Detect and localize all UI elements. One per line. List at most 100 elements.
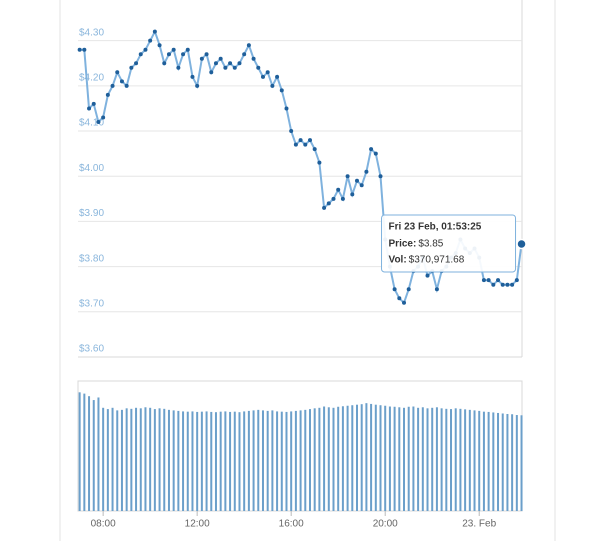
- price-point: [425, 273, 430, 278]
- price-point: [96, 120, 101, 125]
- price-point: [303, 142, 308, 147]
- volume-bar: [492, 412, 495, 511]
- volume-bar: [88, 396, 91, 511]
- volume-bar: [506, 413, 509, 511]
- volume-bar: [83, 393, 86, 511]
- volume-bar: [365, 403, 368, 511]
- price-point: [152, 29, 157, 34]
- price-point: [143, 47, 148, 52]
- price-point: [162, 61, 167, 66]
- price-point: [134, 61, 139, 66]
- volume-bar: [482, 411, 485, 511]
- volume-bar: [144, 407, 147, 511]
- volume-bar: [210, 411, 213, 511]
- volume-bar: [388, 406, 391, 511]
- volume-bar: [393, 406, 396, 511]
- volume-bar: [445, 408, 448, 511]
- price-point: [298, 138, 303, 143]
- volume-bar: [158, 408, 161, 511]
- price-point: [199, 56, 204, 61]
- volume-bar: [116, 410, 119, 511]
- price-point: [514, 278, 519, 283]
- price-point: [510, 282, 515, 287]
- volume-bar: [200, 411, 203, 511]
- volume-bar: [167, 409, 170, 511]
- volume-bar: [431, 407, 434, 511]
- price-point: [251, 56, 256, 61]
- volume-bar: [501, 413, 504, 511]
- volume-bar: [421, 407, 424, 511]
- volume-bar: [403, 407, 406, 511]
- volume-bar: [229, 411, 232, 511]
- volume-bar: [125, 408, 128, 511]
- price-point: [434, 287, 439, 292]
- volume-bar: [280, 411, 283, 511]
- volume-bar: [473, 410, 476, 511]
- price-point: [505, 282, 510, 287]
- price-point: [256, 65, 261, 70]
- price-point: [190, 74, 195, 79]
- tooltip-value: $3.85: [418, 239, 443, 250]
- volume-bar: [257, 409, 260, 511]
- volume-bar: [149, 407, 152, 511]
- volume-bar: [304, 409, 307, 511]
- price-point: [322, 205, 327, 210]
- x-tick-label: 08:00: [91, 519, 116, 530]
- price-point: [265, 70, 270, 75]
- volume-bar: [323, 406, 326, 511]
- price-point: [307, 138, 312, 143]
- volume-bar: [163, 408, 166, 511]
- price-point: [293, 142, 298, 147]
- volume-bar: [412, 406, 415, 511]
- price-point: [275, 74, 280, 79]
- price-point: [181, 52, 186, 57]
- price-point: [500, 282, 505, 287]
- volume-bar: [440, 408, 443, 511]
- volume-bar: [186, 411, 189, 511]
- volume-bar: [313, 408, 316, 511]
- volume-bar: [299, 410, 302, 511]
- price-point: [82, 47, 87, 52]
- price-point: [185, 47, 190, 52]
- price-point: [204, 52, 209, 57]
- volume-bar: [308, 409, 311, 511]
- volume-bar: [468, 409, 471, 511]
- volume-bar: [520, 415, 523, 511]
- volume-bar: [346, 405, 349, 511]
- volume-bar: [398, 407, 401, 511]
- volume-bar: [177, 410, 180, 511]
- volume-bar: [384, 405, 387, 511]
- y-tick-label: $4.10: [79, 118, 104, 129]
- price-point: [331, 196, 336, 201]
- x-tick-label: 23. Feb: [462, 519, 496, 530]
- price-point: [101, 115, 106, 120]
- volume-bar: [290, 411, 293, 511]
- tooltip-label: Vol:: [389, 255, 407, 266]
- price-point: [402, 300, 407, 305]
- price-point: [176, 65, 181, 70]
- price-point: [369, 147, 374, 152]
- volume-bar: [172, 410, 175, 511]
- price-point: [406, 287, 411, 292]
- y-tick-label: $3.80: [79, 253, 104, 264]
- price-point: [336, 187, 341, 192]
- price-point: [213, 61, 218, 66]
- volume-bar: [327, 407, 330, 511]
- price-point: [218, 56, 223, 61]
- volume-bar: [285, 411, 288, 511]
- price-point: [345, 174, 350, 179]
- volume-bar: [450, 409, 453, 511]
- volume-bar: [102, 407, 105, 511]
- price-point: [317, 160, 322, 165]
- volume-bar: [219, 411, 222, 511]
- price-point: [110, 83, 115, 88]
- volume-bar: [351, 405, 354, 511]
- x-tick-label: 16:00: [279, 519, 304, 530]
- price-point: [340, 196, 345, 201]
- volume-bar: [120, 409, 123, 511]
- price-point: [270, 83, 275, 88]
- volume-bar: [435, 407, 438, 511]
- volume-bar: [360, 404, 363, 511]
- price-point: [373, 151, 378, 156]
- volume-bar: [294, 410, 297, 511]
